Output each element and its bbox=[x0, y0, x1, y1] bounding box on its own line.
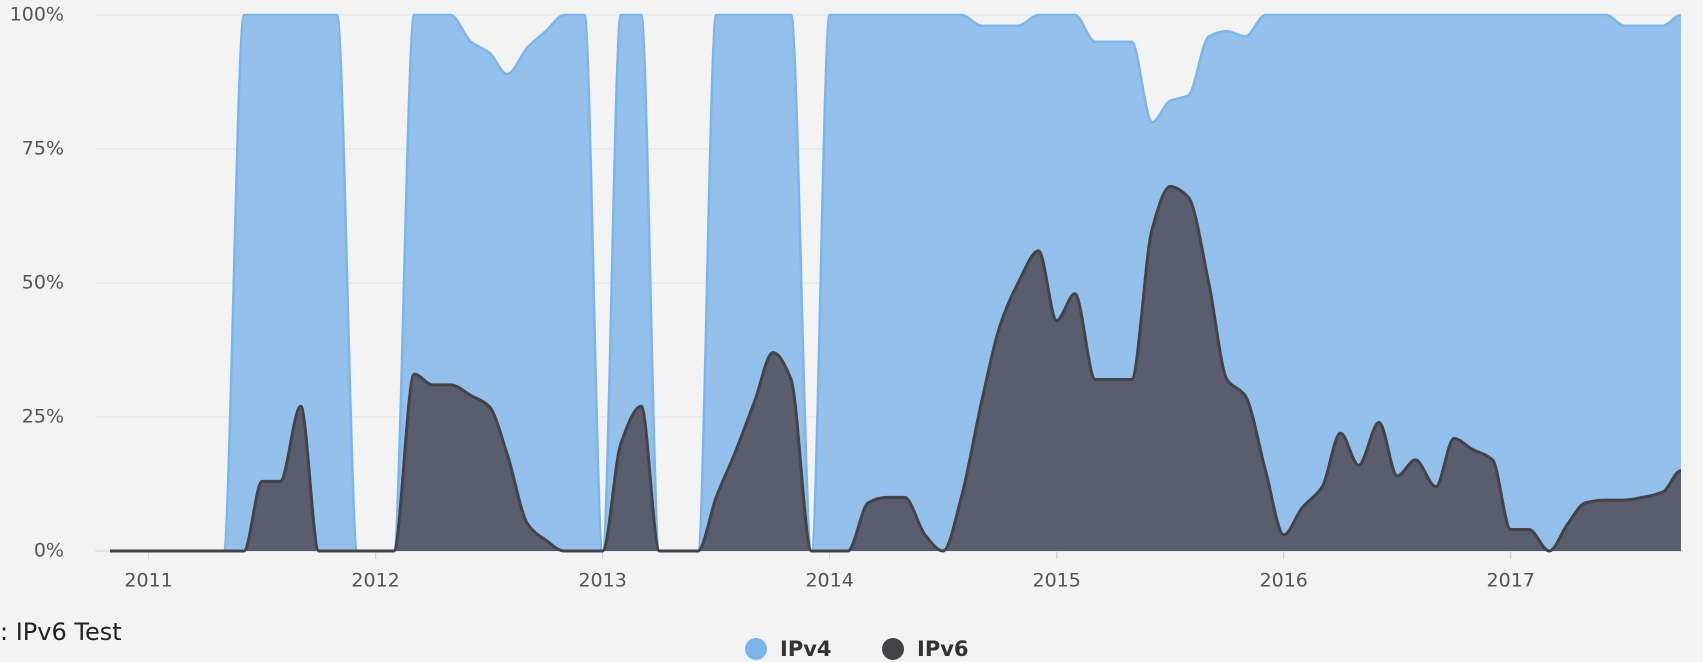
y-tick-label: 75% bbox=[22, 138, 64, 160]
y-tick-label: 50% bbox=[22, 272, 64, 294]
legend-item[interactable]: IPv6 bbox=[882, 637, 969, 661]
legend-text: IPv6 bbox=[917, 637, 969, 661]
legend-text: IPv4 bbox=[780, 637, 832, 661]
area bbox=[110, 15, 1681, 551]
area bbox=[110, 186, 1681, 551]
legend-item[interactable]: IPv4 bbox=[745, 637, 832, 661]
x-tick-label: 2014 bbox=[805, 570, 853, 592]
y-tick-label: 100% bbox=[10, 4, 64, 26]
x-tick-label: 2013 bbox=[578, 570, 626, 592]
x-tick-label: 2011 bbox=[124, 570, 172, 592]
x-tick-label: 2016 bbox=[1260, 570, 1308, 592]
caption: : IPv6 Test bbox=[0, 618, 122, 646]
y-tick-label: 25% bbox=[22, 406, 64, 428]
x-tick-label: 2012 bbox=[351, 570, 399, 592]
x-tick-label: 2017 bbox=[1487, 570, 1535, 592]
x-tick-label: 2015 bbox=[1033, 570, 1081, 592]
line bbox=[110, 185, 1682, 553]
legend-marker bbox=[882, 638, 904, 660]
legend-marker bbox=[745, 638, 767, 660]
y-tick-label: 0% bbox=[34, 540, 64, 562]
